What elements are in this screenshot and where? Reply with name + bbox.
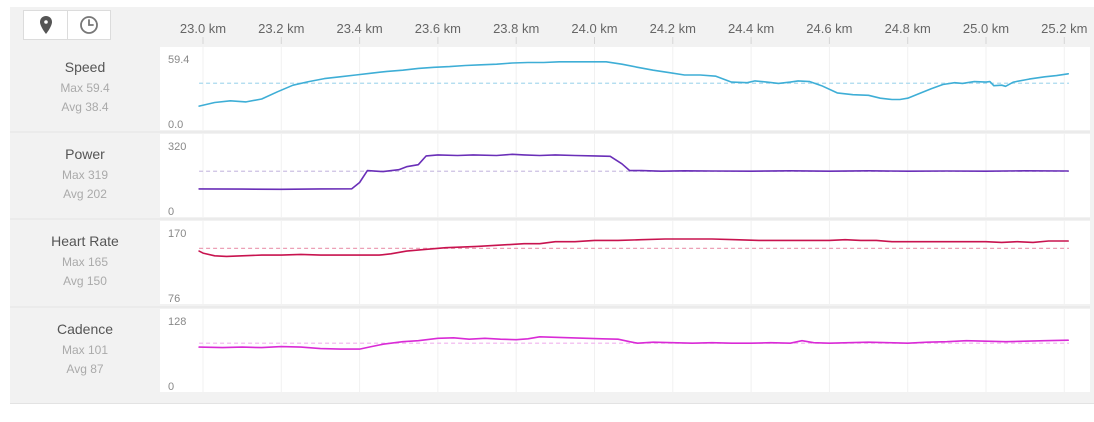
heart_rate-y-min-label: 76 [168,293,180,305]
power-label: Power [65,146,105,162]
speed-avg-stat: Avg 38.4 [61,100,108,114]
cadence-y-max-label: 128 [168,316,186,328]
power-y-min-label: 0 [168,206,174,218]
x-tick-label: 24.0 km [571,21,617,36]
power-max-stat: Max 319 [62,168,108,182]
heart_rate-label: Heart Rate [51,233,119,249]
x-tick-label: 23.2 km [258,21,304,36]
map-pin-icon [39,16,52,34]
heart_rate-series-line [198,238,1069,258]
x-tick-label: 23.4 km [336,21,382,36]
x-tick-label: 24.8 km [885,21,931,36]
x-tick-label: 23.8 km [493,21,539,36]
power-y-max-label: 320 [168,141,186,153]
cadence-avg-stat: Avg 87 [66,362,103,376]
x-tick-label: 24.6 km [806,21,852,36]
plot-area-speed [160,47,1090,130]
x-tick-label: 23.6 km [415,21,461,36]
clock-icon [80,16,98,34]
heart_rate-y-max-label: 170 [168,228,186,240]
power-avg-stat: Avg 202 [63,187,107,201]
heart_rate-max-stat: Max 165 [62,255,108,269]
speed-label: Speed [65,59,105,75]
plot-area-cadence [160,309,1090,392]
speed-y-min-label: 0.0 [168,119,183,131]
x-tick-label: 24.4 km [728,21,774,36]
x-tick-label: 25.0 km [963,21,1009,36]
heart_rate-avg-stat: Avg 150 [63,274,107,288]
time-view-toggle[interactable] [67,10,111,40]
cadence-y-min-label: 0 [168,381,174,393]
plot-area-power [160,134,1090,217]
map-view-toggle[interactable] [23,10,67,40]
power-series-line [198,153,1069,191]
speed-series-line [198,60,1069,107]
speed-y-max-label: 59.4 [168,54,189,66]
speed-max-stat: Max 59.4 [60,81,110,95]
x-tick-label: 23.0 km [180,21,226,36]
x-tick-label: 25.2 km [1041,21,1087,36]
plot-area-heart_rate [160,221,1090,304]
x-tick-label: 24.2 km [650,21,696,36]
cadence-label: Cadence [57,321,113,337]
cadence-max-stat: Max 101 [62,343,108,357]
cadence-series-line [198,335,1069,350]
